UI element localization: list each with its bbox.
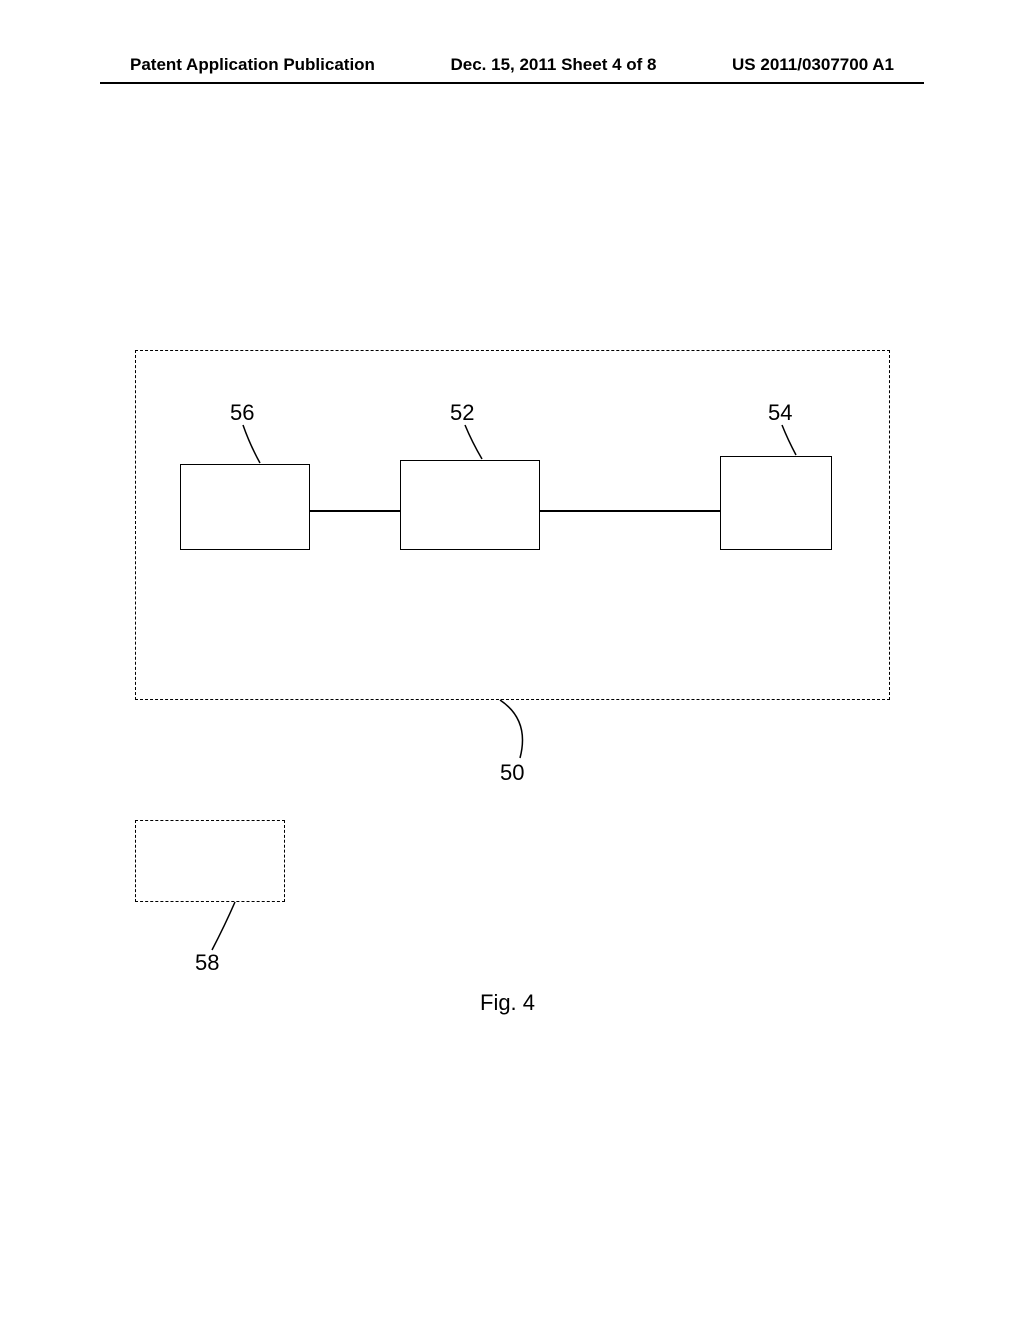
block-56 — [180, 464, 310, 550]
label-52: 52 — [450, 400, 474, 426]
block-54 — [720, 456, 832, 550]
figure-caption: Fig. 4 — [480, 990, 535, 1016]
connector-56-52 — [310, 510, 400, 512]
header-center: Dec. 15, 2011 Sheet 4 of 8 — [450, 55, 656, 75]
page-header: Patent Application Publication Dec. 15, … — [0, 55, 1024, 75]
block-52 — [400, 460, 540, 550]
connector-52-54 — [540, 510, 720, 512]
label-56: 56 — [230, 400, 254, 426]
header-left: Patent Application Publication — [130, 55, 375, 75]
block-58 — [135, 820, 285, 902]
label-50: 50 — [500, 760, 524, 786]
patent-page: Patent Application Publication Dec. 15, … — [0, 0, 1024, 1320]
header-rule — [100, 82, 924, 84]
header-right: US 2011/0307700 A1 — [732, 55, 894, 75]
label-58: 58 — [195, 950, 219, 976]
label-54: 54 — [768, 400, 792, 426]
